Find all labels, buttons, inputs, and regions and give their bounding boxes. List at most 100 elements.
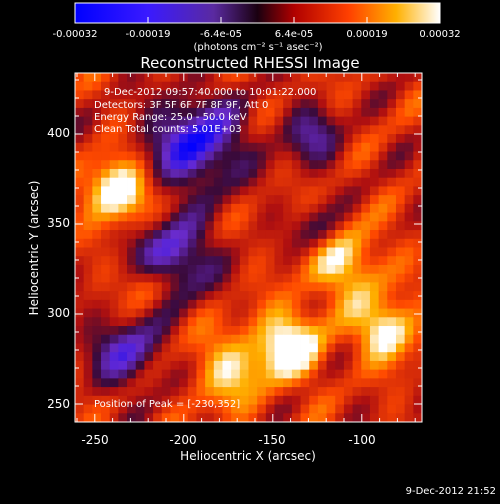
image-pixel xyxy=(283,221,293,231)
image-pixel xyxy=(317,247,327,257)
image-pixel xyxy=(317,343,327,353)
image-pixel xyxy=(291,160,301,170)
image-pixel xyxy=(144,151,154,161)
image-pixel xyxy=(352,308,362,318)
image-pixel xyxy=(257,238,267,248)
image-pixel xyxy=(75,168,85,179)
image-pixel xyxy=(283,291,293,301)
image-pixel xyxy=(118,413,128,422)
image-pixel xyxy=(283,308,293,318)
image-pixel xyxy=(335,299,345,309)
image-pixel xyxy=(352,317,362,327)
image-pixel xyxy=(369,413,380,422)
image-pixel xyxy=(387,151,397,161)
image-pixel xyxy=(239,352,249,362)
image-pixel xyxy=(179,116,189,126)
image-pixel xyxy=(265,352,275,362)
image-pixel xyxy=(369,73,380,83)
image-pixel xyxy=(92,195,102,205)
image-pixel xyxy=(187,212,197,222)
image-pixel xyxy=(413,395,422,405)
image-pixel xyxy=(127,230,137,240)
image-pixel xyxy=(239,282,249,292)
image-pixel xyxy=(326,81,336,91)
image-pixel xyxy=(153,317,163,327)
image-pixel xyxy=(196,326,206,336)
image-pixel xyxy=(257,308,267,318)
image-pixel xyxy=(413,299,422,309)
image-pixel xyxy=(378,177,388,187)
image-pixel xyxy=(300,360,310,371)
image-pixel xyxy=(153,334,163,344)
image-pixel xyxy=(127,404,137,414)
image-pixel xyxy=(361,203,371,214)
image-pixel xyxy=(109,160,119,170)
image-pixel xyxy=(404,378,414,388)
image-pixel xyxy=(135,264,145,275)
image-pixel xyxy=(205,221,215,231)
annotation-energy: Energy Range: 25.0 - 50.0 keV xyxy=(94,112,247,123)
image-pixel xyxy=(352,299,362,309)
image-pixel xyxy=(101,221,111,231)
image-pixel xyxy=(309,308,319,318)
image-pixel xyxy=(109,264,119,275)
image-pixel xyxy=(161,195,171,205)
image-pixel xyxy=(265,369,275,379)
image-pixel xyxy=(213,177,223,187)
image-pixel xyxy=(343,90,354,100)
image-pixel xyxy=(109,81,119,91)
image-pixel xyxy=(317,221,327,231)
image-pixel xyxy=(395,360,406,371)
image-pixel xyxy=(231,299,241,309)
image-pixel xyxy=(153,326,163,336)
image-pixel xyxy=(187,291,197,301)
image-pixel xyxy=(274,177,284,187)
image-pixel xyxy=(144,212,154,222)
image-pixel xyxy=(335,81,345,91)
image-pixel xyxy=(170,256,180,266)
image-pixel xyxy=(83,273,93,283)
image-pixel xyxy=(378,125,388,135)
image-pixel xyxy=(170,99,180,109)
image-pixel xyxy=(153,125,163,135)
image-pixel xyxy=(196,360,206,371)
image-pixel xyxy=(265,90,275,100)
image-pixel xyxy=(404,99,414,109)
image-pixel xyxy=(213,334,223,344)
image-pixel xyxy=(109,230,119,240)
image-pixel xyxy=(369,308,380,318)
annotation-time-range: 9-Dec-2012 09:57:40.000 to 10:01:22.000 xyxy=(104,87,316,98)
image-pixel xyxy=(300,73,310,83)
image-pixel xyxy=(161,186,171,196)
image-pixel xyxy=(170,142,180,152)
image-pixel xyxy=(265,273,275,283)
image-pixel xyxy=(118,73,128,83)
image-pixel xyxy=(335,360,345,371)
image-pixel xyxy=(369,238,380,248)
image-pixel xyxy=(335,273,345,283)
image-pixel xyxy=(361,334,371,344)
image-pixel xyxy=(127,142,137,152)
image-pixel xyxy=(413,177,422,187)
image-pixel xyxy=(170,299,180,309)
image-pixel xyxy=(205,326,215,336)
image-pixel xyxy=(404,334,414,344)
image-pixel xyxy=(309,360,319,371)
image-pixel xyxy=(187,81,197,91)
image-pixel xyxy=(153,343,163,353)
image-pixel xyxy=(135,334,145,344)
image-pixel xyxy=(352,125,362,135)
image-pixel xyxy=(404,291,414,301)
image-pixel xyxy=(343,116,354,126)
image-pixel xyxy=(309,160,319,170)
image-pixel xyxy=(387,404,397,414)
image-pixel xyxy=(395,326,406,336)
image-pixel xyxy=(413,273,422,283)
image-pixel xyxy=(317,256,327,266)
image-pixel xyxy=(317,134,327,144)
image-pixel xyxy=(101,230,111,240)
image-pixel xyxy=(413,334,422,344)
image-pixel xyxy=(274,238,284,248)
image-pixel xyxy=(239,151,249,161)
image-pixel xyxy=(161,177,171,187)
